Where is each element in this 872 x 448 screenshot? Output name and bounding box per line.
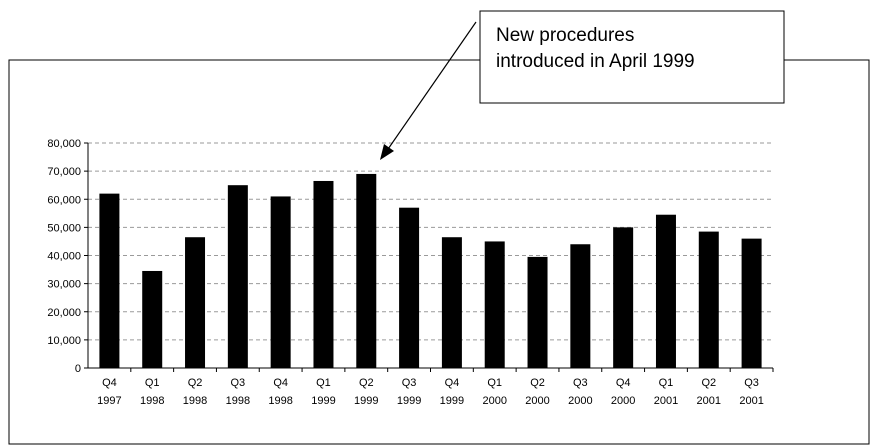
x-tick-label-quarter: Q1	[145, 377, 160, 389]
x-tick-label-quarter: Q2	[701, 377, 716, 389]
y-tick-label: 20,000	[47, 307, 81, 319]
x-tick-label-quarter: Q4	[445, 377, 460, 389]
callout-arrow-head	[380, 144, 394, 160]
x-tick-label-year: 2001	[697, 395, 721, 407]
x-tick-label-year: 1999	[440, 395, 464, 407]
y-tick-label: 0	[75, 363, 81, 375]
callout-line-2: introduced in April 1999	[496, 51, 695, 72]
bar	[227, 185, 248, 368]
x-tick-label-quarter: Q4	[102, 377, 117, 389]
x-tick-label-quarter: Q3	[744, 377, 759, 389]
x-tick-label-quarter: Q2	[359, 377, 374, 389]
bar	[441, 237, 462, 368]
callout-arrow-line	[385, 21, 477, 153]
x-tick-label-year: 1998	[183, 395, 207, 407]
x-tick-label-year: 1999	[354, 395, 378, 407]
x-tick-label-quarter: Q3	[231, 377, 246, 389]
y-tick-label: 30,000	[47, 279, 81, 291]
bar	[570, 244, 591, 368]
x-tick-label-year: 1999	[311, 395, 335, 407]
x-tick-label-year: 2000	[568, 395, 592, 407]
bar	[698, 231, 719, 368]
x-tick-label-quarter: Q2	[188, 377, 203, 389]
x-tick-label-year: 2000	[482, 395, 506, 407]
bar	[399, 207, 420, 368]
y-tick-label: 40,000	[47, 251, 81, 263]
x-tick-label-year: 1999	[397, 395, 421, 407]
y-tick-label: 80,000	[47, 138, 81, 150]
y-tick-label: 60,000	[47, 194, 81, 206]
y-tick-label: 70,000	[47, 166, 81, 178]
x-tick-label-year: 2001	[654, 395, 678, 407]
x-tick-label-quarter: Q1	[487, 377, 502, 389]
callout-line-1: New procedures	[496, 25, 634, 46]
chart-frame	[8, 59, 870, 445]
y-tick-label: 50,000	[47, 222, 81, 234]
bar	[527, 256, 548, 368]
x-tick-label-year: 2000	[611, 395, 635, 407]
x-tick-label-quarter: Q3	[402, 377, 417, 389]
bar	[484, 241, 505, 368]
x-tick-label-year: 1998	[140, 395, 164, 407]
bar	[655, 214, 676, 368]
x-tick-label-quarter: Q4	[616, 377, 631, 389]
x-axis-ticks: Q4 1997 Q1 1998 Q2 1998 Q3 1998 Q4 1998 Q1 1999 Q2 19…	[97, 368, 774, 407]
bar	[741, 238, 762, 368]
y-axis-ticks: 0 10,000 20,000 30,000 40,000 50,000 60,000 70,…	[47, 138, 88, 375]
x-tick-label-quarter: Q2	[530, 377, 545, 389]
bar	[356, 173, 377, 368]
bar	[313, 180, 334, 368]
y-tick-label: 10,000	[47, 335, 81, 347]
x-tick-label-quarter: Q1	[316, 377, 331, 389]
x-tick-label-year: 2000	[525, 395, 549, 407]
x-tick-label-year: 1998	[226, 395, 250, 407]
annotation-callout: New procedures introduced in April 1999	[380, 10, 785, 160]
bar	[142, 270, 163, 368]
x-tick-label-quarter: Q3	[573, 377, 588, 389]
bar	[185, 237, 206, 368]
bar	[270, 196, 291, 368]
x-tick-label-year: 1998	[268, 395, 292, 407]
bar	[99, 193, 120, 368]
x-tick-label-year: 1997	[97, 395, 121, 407]
bar	[613, 227, 634, 368]
callout-box	[479, 10, 785, 104]
bars	[99, 173, 762, 368]
x-tick-label-quarter: Q1	[659, 377, 674, 389]
x-tick-label-year: 2001	[739, 395, 763, 407]
x-tick-label-quarter: Q4	[273, 377, 288, 389]
